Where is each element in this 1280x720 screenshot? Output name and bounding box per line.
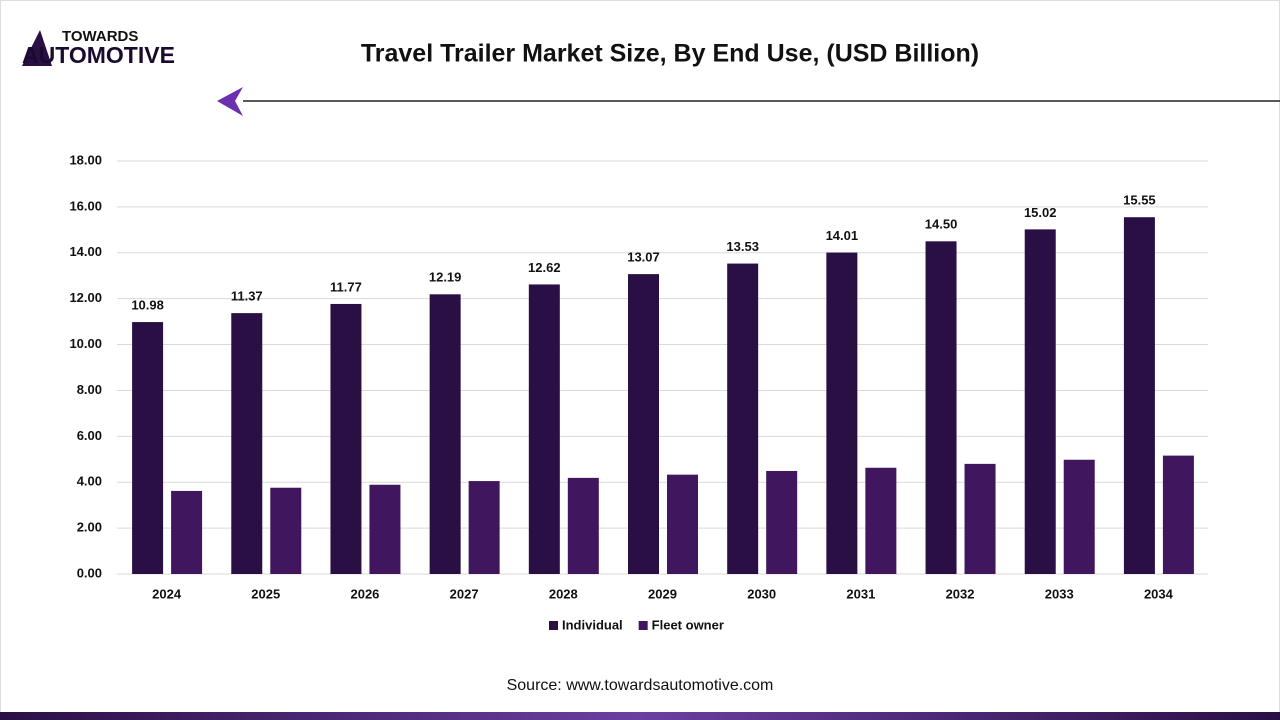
x-tick-label: 2024 bbox=[152, 586, 182, 601]
x-tick-label: 2032 bbox=[946, 586, 975, 601]
y-tick-label: 2.00 bbox=[77, 520, 102, 535]
bar bbox=[231, 313, 263, 574]
bar bbox=[567, 477, 599, 574]
bar bbox=[925, 241, 957, 575]
source: Source: www.towardsautomotive.com bbox=[507, 677, 774, 694]
bar bbox=[727, 263, 759, 574]
bar bbox=[330, 303, 362, 574]
x-tick-label: 2025 bbox=[251, 586, 280, 601]
value-label: 11.77 bbox=[330, 279, 362, 294]
bar bbox=[766, 470, 798, 574]
bar bbox=[1162, 455, 1194, 574]
x-tick-label: 2030 bbox=[747, 586, 776, 601]
logo-mark bbox=[22, 30, 52, 66]
value-label: 14.01 bbox=[826, 228, 859, 243]
bar bbox=[628, 274, 659, 574]
value-label: 13.07 bbox=[627, 250, 660, 265]
bar bbox=[132, 322, 164, 574]
x-tick-label: 2029 bbox=[648, 586, 677, 601]
bar bbox=[865, 467, 897, 574]
x-tick-label: 2026 bbox=[350, 586, 379, 601]
y-tick-label: 6.00 bbox=[77, 428, 102, 443]
y-tick-label: 16.00 bbox=[69, 198, 102, 213]
value-label: 11.37 bbox=[231, 289, 263, 304]
y-tick-label: 14.00 bbox=[69, 244, 102, 259]
value-label: 13.53 bbox=[726, 239, 759, 254]
bar bbox=[468, 481, 500, 574]
chart-title: Travel Trailer Market Size, By End Use, … bbox=[361, 40, 979, 68]
y-tick-label: 0.00 bbox=[77, 565, 102, 580]
bar bbox=[1123, 217, 1155, 575]
bar bbox=[270, 487, 302, 574]
bar bbox=[964, 463, 996, 574]
bar bbox=[369, 484, 401, 574]
bar bbox=[667, 474, 698, 574]
value-label: 15.02 bbox=[1024, 205, 1057, 220]
x-tick-label: 2031 bbox=[846, 586, 875, 601]
legend-swatch bbox=[549, 621, 558, 630]
bar bbox=[1024, 229, 1056, 574]
y-tick-label: 18.00 bbox=[69, 152, 102, 167]
legend-label: Individual bbox=[562, 617, 623, 632]
arrow bbox=[217, 87, 243, 116]
x-tick-label: 2034 bbox=[1144, 586, 1174, 601]
bar bbox=[826, 252, 858, 574]
logo-line2: AUTOMOTIVE bbox=[22, 42, 175, 68]
bar bbox=[429, 294, 461, 574]
footer-bar bbox=[0, 712, 1280, 720]
y-tick-label: 4.00 bbox=[77, 474, 102, 489]
y-tick-label: 10.00 bbox=[69, 336, 102, 351]
bar bbox=[1063, 459, 1095, 574]
y-tick-label: 8.00 bbox=[77, 382, 102, 397]
x-tick-label: 2033 bbox=[1045, 586, 1074, 601]
y-tick-label: 12.00 bbox=[69, 290, 102, 305]
x-tick-label: 2027 bbox=[450, 586, 479, 601]
legend-swatch bbox=[638, 621, 648, 630]
value-label: 12.19 bbox=[429, 270, 462, 285]
x-tick-label: 2028 bbox=[549, 586, 578, 601]
value-label: 10.98 bbox=[131, 298, 164, 313]
value-label: 15.55 bbox=[1123, 193, 1156, 208]
value-label: 12.62 bbox=[528, 260, 561, 275]
bar bbox=[528, 284, 560, 574]
bar bbox=[171, 490, 203, 574]
logo-line1: TOWARDS bbox=[62, 28, 138, 45]
legend-label: Fleet owner bbox=[652, 617, 724, 632]
value-label: 14.50 bbox=[925, 217, 958, 232]
